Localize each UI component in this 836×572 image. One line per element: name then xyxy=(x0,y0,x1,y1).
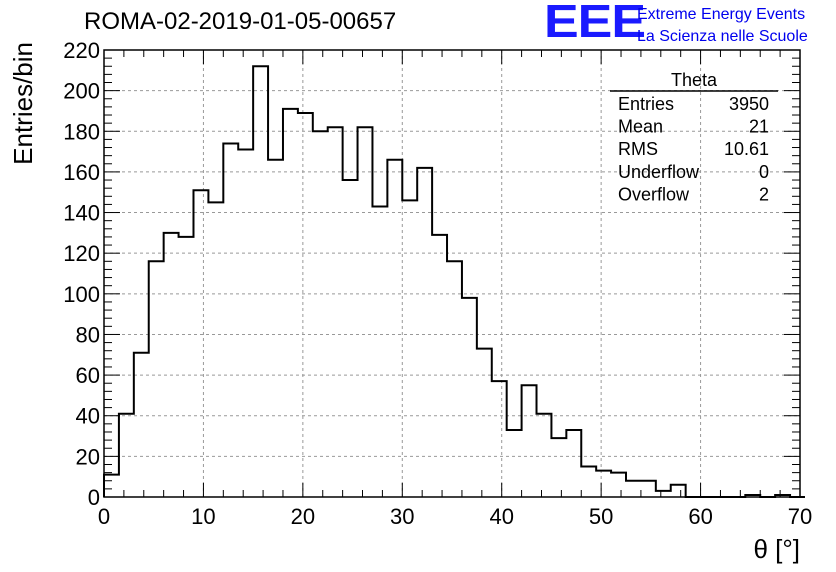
y-tick-label: 200 xyxy=(63,79,100,104)
histogram-bin xyxy=(432,235,447,497)
y-tick-label: 180 xyxy=(63,119,100,144)
x-tick-label: 0 xyxy=(98,504,110,529)
logo-line-1: Extreme Energy Events xyxy=(637,6,806,23)
histogram-bin xyxy=(447,261,462,497)
stats-row-label: RMS xyxy=(618,139,658,159)
histogram-bin xyxy=(477,349,492,497)
y-tick-label: 120 xyxy=(63,241,100,266)
histogram-bin xyxy=(179,237,194,497)
histogram-line xyxy=(103,65,805,498)
histogram-bin xyxy=(387,160,402,497)
histogram-bin xyxy=(358,127,373,497)
x-tick-label: 10 xyxy=(191,504,215,529)
x-tick-label: 60 xyxy=(688,504,712,529)
histogram-bin xyxy=(313,131,328,497)
stats-row-value: 2 xyxy=(759,184,769,204)
histogram-bin xyxy=(298,113,313,497)
stats-title: Theta xyxy=(671,70,718,90)
x-tick-label: 20 xyxy=(291,504,315,529)
histogram-bin xyxy=(164,233,179,497)
histogram-bin xyxy=(417,168,432,497)
histogram-bin xyxy=(134,353,149,497)
y-tick-label: 140 xyxy=(63,201,100,226)
histogram-bin xyxy=(581,467,596,497)
histogram-bin xyxy=(223,143,238,497)
y-tick-label: 20 xyxy=(76,444,100,469)
histogram-bin xyxy=(551,438,566,497)
histogram-bin xyxy=(208,202,223,497)
histogram-bin xyxy=(104,475,119,497)
histogram-bin xyxy=(149,261,164,497)
histogram-bin xyxy=(372,206,387,497)
stats-row-value: 0 xyxy=(759,162,769,182)
x-tick-label: 40 xyxy=(489,504,513,529)
histogram-bin xyxy=(492,381,507,497)
y-tick-labels: 0 20 40 60 80 100 120 140 160 180 200 220 xyxy=(63,38,100,510)
stats-row-value: 21 xyxy=(749,117,769,137)
stats-row-label: Overflow xyxy=(618,184,690,204)
histogram-bin xyxy=(268,160,283,497)
histogram-bin xyxy=(402,200,417,497)
histogram-bin xyxy=(253,66,268,497)
chart-title: ROMA-02-2019-01-05-00657 xyxy=(84,8,397,35)
axis-ticks xyxy=(103,49,801,498)
histogram-bin xyxy=(641,481,656,497)
stats-row-label: Mean xyxy=(618,117,663,137)
stats-box: Theta Entries 3950 Mean 21 RMS 10.61 Underflow 0… xyxy=(610,70,778,204)
histogram-bin xyxy=(611,473,626,497)
y-tick-label: 100 xyxy=(63,282,100,307)
y-tick-label: 160 xyxy=(63,160,100,185)
histogram-series xyxy=(103,65,805,498)
eee-logo: EEE Extreme Energy Events La Scienza nel… xyxy=(544,0,808,48)
x-tick-labels: 0 10 20 30 40 50 60 70 xyxy=(98,504,812,529)
y-tick-label: 80 xyxy=(76,322,100,347)
stats-row-value: 10.61 xyxy=(724,139,769,159)
x-tick-label: 50 xyxy=(589,504,613,529)
stats-row-value: 3950 xyxy=(729,94,769,114)
histogram-bin xyxy=(462,298,477,497)
histogram-bin xyxy=(507,430,522,497)
stats-row-label: Underflow xyxy=(618,162,700,182)
histogram-bin xyxy=(343,180,358,497)
histogram-bin xyxy=(238,150,253,497)
histogram-bin xyxy=(522,385,537,497)
histogram-bin xyxy=(283,109,298,497)
histogram-bin xyxy=(328,127,343,497)
logo-line-2: La Scienza nelle Scuole xyxy=(637,28,808,45)
y-tick-label: 40 xyxy=(76,404,100,429)
stats-row-label: Entries xyxy=(618,94,674,114)
x-axis-label: θ [°] xyxy=(753,534,800,564)
y-tick-label: 220 xyxy=(63,38,100,63)
eee-logo-mark: EEE xyxy=(544,0,646,48)
histogram-bin xyxy=(596,471,611,497)
histogram-bin xyxy=(193,190,208,497)
x-tick-label: 30 xyxy=(390,504,414,529)
y-tick-label: 0 xyxy=(88,485,100,510)
x-tick-label: 70 xyxy=(788,504,812,529)
y-axis-label: Entries/bin xyxy=(8,42,38,165)
plot-frame xyxy=(103,49,801,498)
histogram-bin xyxy=(626,481,641,497)
histogram-bin xyxy=(537,414,552,497)
histogram-bin xyxy=(566,430,581,497)
histogram-bin xyxy=(119,414,134,497)
y-tick-label: 60 xyxy=(76,363,100,388)
histogram-bin xyxy=(671,485,686,497)
